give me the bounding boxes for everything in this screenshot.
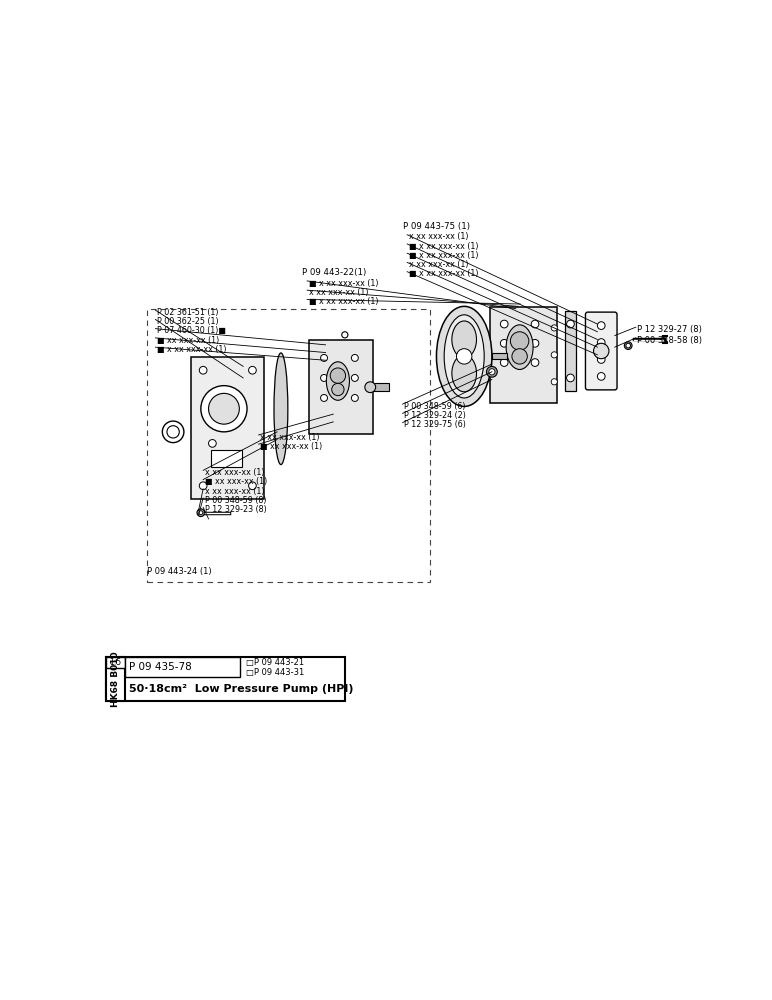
Bar: [492, 353, 507, 359]
Text: P 12 329-24 (2): P 12 329-24 (2): [404, 411, 466, 420]
Circle shape: [330, 368, 346, 383]
Text: P 12 329-27 (8): P 12 329-27 (8): [638, 325, 703, 334]
Circle shape: [551, 379, 557, 385]
Text: P 09 443-22(1): P 09 443-22(1): [303, 268, 367, 277]
Circle shape: [351, 354, 358, 361]
Circle shape: [342, 332, 348, 338]
Circle shape: [594, 343, 609, 359]
Text: P 00 348-59 (8): P 00 348-59 (8): [205, 496, 266, 505]
Circle shape: [199, 482, 207, 490]
Ellipse shape: [452, 321, 476, 358]
Ellipse shape: [506, 325, 533, 369]
Bar: [373, 383, 390, 391]
Circle shape: [199, 511, 203, 515]
Ellipse shape: [274, 353, 288, 465]
Circle shape: [486, 366, 497, 377]
Text: 1:5: 1:5: [110, 658, 122, 667]
Circle shape: [489, 369, 495, 375]
Bar: [106, 657, 125, 701]
Bar: [125, 657, 240, 677]
Circle shape: [625, 342, 632, 349]
Text: ■ x xx xxx-xx (1): ■ x xx xxx-xx (1): [408, 242, 478, 251]
Text: ■ xx xxx-xx (1): ■ xx xxx-xx (1): [157, 336, 219, 345]
Text: P 12 329-23 (8): P 12 329-23 (8): [205, 505, 266, 514]
Ellipse shape: [444, 315, 484, 398]
Circle shape: [567, 374, 574, 382]
Text: P 00 362-25 (1): P 00 362-25 (1): [157, 317, 218, 326]
Text: P 00 348-58 (8): P 00 348-58 (8): [638, 336, 703, 345]
Ellipse shape: [327, 362, 350, 400]
Circle shape: [320, 374, 327, 381]
Text: ■ xx xxx-xx (1): ■ xx xxx-xx (1): [205, 477, 267, 486]
Circle shape: [567, 320, 574, 328]
Text: ■ xx xxx-xx (1): ■ xx xxx-xx (1): [260, 442, 323, 451]
Circle shape: [500, 339, 508, 347]
Text: x xx xxx-xx (1): x xx xxx-xx (1): [309, 288, 368, 297]
Text: ■ x xx xxx-xx (1): ■ x xx xxx-xx (1): [309, 279, 378, 288]
Circle shape: [208, 393, 239, 424]
Circle shape: [551, 352, 557, 358]
Text: P 00 348-59 (6): P 00 348-59 (6): [404, 402, 466, 411]
Circle shape: [199, 366, 207, 374]
Bar: [106, 657, 345, 701]
Text: 50·18cm²  Low Pressure Pump (HPI): 50·18cm² Low Pressure Pump (HPI): [129, 684, 354, 694]
Circle shape: [531, 359, 539, 366]
Circle shape: [351, 395, 358, 401]
Text: □P 09 443-21: □P 09 443-21: [246, 658, 304, 667]
FancyBboxPatch shape: [585, 312, 617, 390]
Text: x xx xxx-xx (1): x xx xxx-xx (1): [205, 468, 264, 477]
Circle shape: [167, 426, 179, 438]
Text: ■ x xx xxx-xx (1): ■ x xx xxx-xx (1): [408, 269, 478, 278]
Circle shape: [598, 322, 605, 329]
Circle shape: [512, 349, 527, 364]
Circle shape: [197, 509, 205, 517]
Text: ■ x xx xxx-xx (1): ■ x xx xxx-xx (1): [157, 345, 226, 354]
Circle shape: [598, 339, 605, 346]
Circle shape: [626, 343, 631, 348]
Text: x xx xxx-xx (1): x xx xxx-xx (1): [408, 232, 469, 241]
Text: □P 09 443-31: □P 09 443-31: [246, 668, 304, 677]
Circle shape: [551, 325, 557, 331]
Text: x xx xxx-xx (1): x xx xxx-xx (1): [260, 433, 320, 442]
Circle shape: [365, 382, 376, 393]
Text: P 09 443-75 (1): P 09 443-75 (1): [402, 222, 469, 231]
Text: HK68 B010: HK68 B010: [111, 651, 120, 707]
Circle shape: [531, 320, 539, 328]
Text: P 09 435-78: P 09 435-78: [129, 662, 192, 672]
Circle shape: [500, 320, 508, 328]
Bar: [106, 657, 125, 668]
Circle shape: [598, 373, 605, 380]
Text: P 09 443-24 (1): P 09 443-24 (1): [147, 567, 212, 576]
Circle shape: [201, 386, 247, 432]
Circle shape: [320, 395, 327, 401]
Bar: [147, 309, 429, 582]
Bar: [211, 450, 242, 466]
Circle shape: [456, 349, 472, 364]
Text: P 12 329-75 (6): P 12 329-75 (6): [404, 420, 466, 429]
Circle shape: [249, 366, 256, 374]
Circle shape: [510, 332, 529, 350]
Circle shape: [351, 374, 358, 381]
Ellipse shape: [436, 306, 492, 406]
Bar: [191, 357, 264, 499]
Bar: [489, 307, 557, 403]
Circle shape: [500, 359, 508, 366]
Circle shape: [598, 356, 605, 363]
Text: P 02 361-51 (1): P 02 361-51 (1): [157, 308, 218, 317]
Bar: [310, 340, 373, 434]
Text: ■ x xx xxx-xx (1): ■ x xx xxx-xx (1): [309, 297, 378, 306]
Text: ■ x xx xxx-xx (1): ■ x xx xxx-xx (1): [408, 251, 478, 260]
Circle shape: [332, 383, 344, 396]
Text: x xx xxx-xx (1): x xx xxx-xx (1): [205, 487, 264, 496]
Bar: [565, 311, 576, 391]
Text: P 07 460-30 (1)■: P 07 460-30 (1)■: [157, 326, 226, 335]
Ellipse shape: [452, 355, 476, 392]
Circle shape: [208, 440, 216, 447]
Circle shape: [320, 354, 327, 361]
Circle shape: [249, 482, 256, 490]
Circle shape: [531, 339, 539, 347]
Text: x xx xxx-xx (1): x xx xxx-xx (1): [408, 260, 469, 269]
